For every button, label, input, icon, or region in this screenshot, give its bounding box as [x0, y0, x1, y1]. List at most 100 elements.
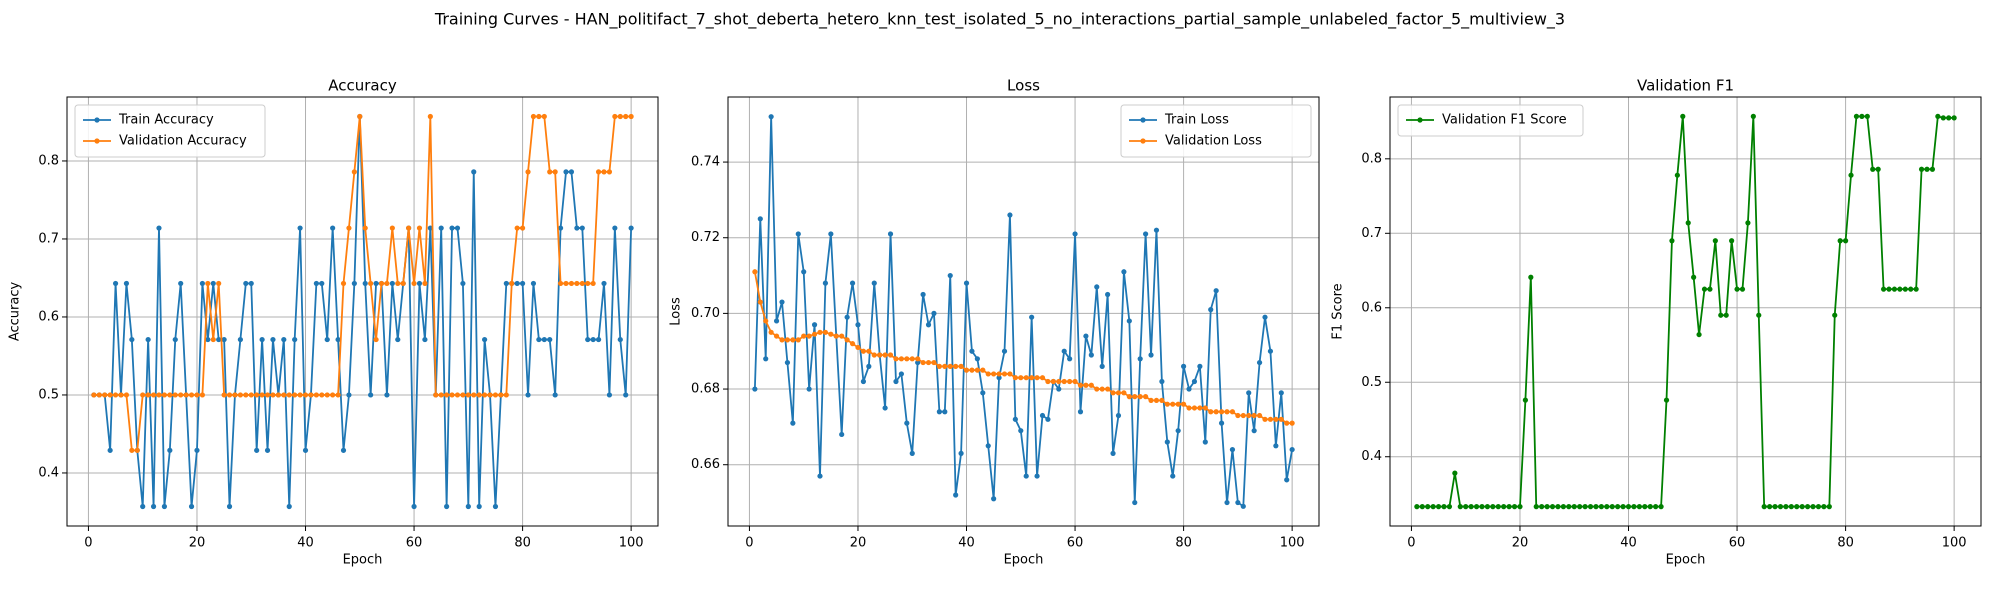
- data-point: [942, 363, 948, 369]
- y-tick-label: 0.6: [1361, 300, 1382, 315]
- data-point: [1224, 499, 1230, 506]
- data-point: [1946, 115, 1952, 121]
- data-point: [433, 392, 439, 398]
- data-point: [210, 336, 216, 343]
- data-point: [1159, 397, 1165, 404]
- data-point: [1636, 504, 1642, 510]
- data-point: [817, 329, 823, 335]
- data-point: [503, 392, 509, 398]
- data-point: [1625, 504, 1632, 510]
- data-point: [112, 280, 119, 287]
- x-axis-label: Epoch: [1004, 553, 1044, 568]
- data-point: [855, 344, 861, 351]
- data-point: [378, 280, 385, 287]
- data-point: [1148, 397, 1154, 404]
- data-point: [1712, 238, 1718, 244]
- data-point: [1739, 286, 1746, 292]
- data-point: [145, 392, 151, 398]
- data-point: [1419, 504, 1425, 510]
- data-point: [1501, 504, 1507, 510]
- data-point: [1631, 504, 1637, 510]
- y-tick-label: 0.8: [38, 153, 59, 168]
- data-point: [129, 336, 135, 343]
- data-point: [1598, 504, 1604, 510]
- legend: Train Accuracy Validation Accuracy: [74, 104, 266, 158]
- data-point: [1848, 172, 1854, 178]
- data-point: [530, 113, 537, 120]
- data-point: [1105, 291, 1111, 298]
- data-point: [623, 113, 629, 120]
- data-point: [172, 392, 178, 398]
- data-point: [541, 336, 547, 343]
- data-point: [292, 392, 298, 398]
- data-point: [156, 225, 162, 231]
- data-point: [134, 447, 140, 453]
- data-point: [514, 225, 520, 231]
- data-point: [866, 348, 872, 354]
- x-axis-label: Epoch: [1666, 553, 1706, 568]
- data-point: [536, 113, 542, 120]
- series-line: [753, 116, 1294, 508]
- data-point: [145, 336, 151, 343]
- data-point: [1235, 499, 1241, 506]
- y-tick-label: 0.5: [38, 387, 59, 402]
- data-point: [411, 503, 417, 510]
- data-point: [216, 280, 222, 287]
- data-point: [817, 473, 823, 479]
- data-point: [1137, 394, 1143, 400]
- data-point: [1278, 390, 1284, 396]
- legend-marker: [1140, 138, 1146, 144]
- data-point: [606, 169, 613, 175]
- data-point: [1539, 504, 1545, 510]
- data-point: [1544, 504, 1550, 510]
- data-point: [482, 392, 488, 398]
- x-tick-label: 80: [1837, 536, 1854, 551]
- data-point: [985, 443, 991, 449]
- data-point: [1186, 386, 1192, 392]
- data-point: [557, 225, 564, 231]
- data-point: [123, 280, 130, 287]
- data-point: [226, 392, 233, 398]
- data-point: [1126, 318, 1132, 324]
- data-point: [1132, 394, 1138, 400]
- data-point: [243, 392, 249, 398]
- data-point: [416, 280, 423, 287]
- data-point: [178, 280, 184, 287]
- data-point: [471, 169, 477, 175]
- data-point: [482, 336, 488, 343]
- data-point: [444, 392, 450, 398]
- data-point: [969, 348, 975, 354]
- data-point: [281, 392, 287, 398]
- data-point: [1560, 504, 1566, 510]
- data-point: [628, 113, 634, 120]
- data-point: [205, 336, 211, 343]
- data-point: [292, 336, 298, 343]
- data-point: [362, 280, 368, 287]
- data-point: [1772, 504, 1778, 510]
- data-point: [849, 280, 856, 286]
- y-tick-label: 0.4: [38, 465, 59, 480]
- data-point: [1023, 375, 1029, 381]
- data-point: [909, 450, 915, 456]
- data-point: [882, 405, 888, 411]
- data-point: [1045, 416, 1051, 422]
- data-point: [205, 280, 211, 287]
- data-point: [1533, 504, 1539, 510]
- data-point: [302, 392, 309, 398]
- data-point: [1609, 504, 1615, 510]
- data-point: [1473, 504, 1480, 510]
- data-point: [1528, 274, 1534, 280]
- data-point: [454, 225, 461, 231]
- data-point: [595, 169, 602, 175]
- data-point: [1674, 172, 1680, 178]
- data-point: [1083, 382, 1089, 388]
- data-point: [150, 392, 157, 398]
- data-point: [947, 272, 953, 279]
- data-point: [302, 447, 309, 453]
- data-point: [1864, 113, 1870, 119]
- data-point: [969, 367, 975, 373]
- data-point: [183, 392, 189, 398]
- plot-frame: [66, 96, 659, 527]
- x-tick-label: 60: [406, 536, 423, 551]
- y-tick-label: 0.8: [1361, 151, 1382, 166]
